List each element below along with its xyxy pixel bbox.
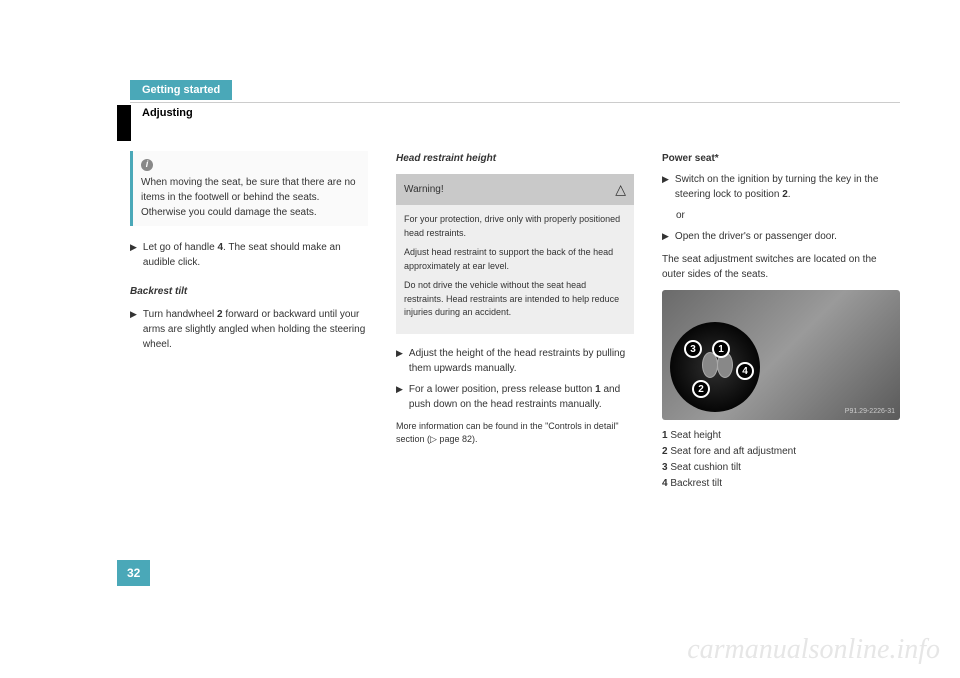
text-part: Turn handwheel <box>143 309 217 320</box>
column-1: i When moving the seat, be sure that the… <box>130 151 368 492</box>
bullet-text: Open the driver's or passenger door. <box>675 229 837 244</box>
legend-num: 4 <box>662 478 668 489</box>
column-2: Head restraint height Warning! △ For you… <box>396 151 634 492</box>
seat-image: 3 1 2 4 P91.29-2226-31 <box>662 290 900 420</box>
legend-text: Seat fore and aft adjustment <box>670 446 796 457</box>
power-seat-title: Power seat* <box>662 151 900 166</box>
legend-num: 3 <box>662 462 668 473</box>
bullet-item: ▶ For a lower position, press release bu… <box>396 382 634 412</box>
callout-3: 3 <box>684 340 702 358</box>
warning-icon: △ <box>615 179 626 200</box>
callout-1: 1 <box>712 340 730 358</box>
image-code: P91.29-2226-31 <box>845 407 895 418</box>
bullet-icon: ▶ <box>662 230 669 244</box>
warning-p3: Do not drive the vehicle without the sea… <box>404 279 626 320</box>
subheading: Backrest tilt <box>130 284 368 299</box>
bullet-text: Switch on the ignition by turning the ke… <box>675 172 900 202</box>
info-callout: i When moving the seat, be sure that the… <box>130 151 368 226</box>
legend-text: Seat cushion tilt <box>670 462 741 473</box>
page-number: 32 <box>117 560 150 586</box>
or-text: or <box>676 208 900 223</box>
text-part: Switch on the ignition by turning the ke… <box>675 174 878 200</box>
text-part: Let go of handle <box>143 242 218 253</box>
legend-text: Seat height <box>670 430 721 441</box>
section-title: Getting started <box>130 80 232 100</box>
legend-row: 1 Seat height <box>662 428 900 444</box>
bullet-item: ▶ Switch on the ignition by turning the … <box>662 172 900 202</box>
legend-row: 4 Backrest tilt <box>662 476 900 492</box>
body-text: The seat adjustment switches are located… <box>662 252 900 282</box>
bullet-item: ▶ Let go of handle 4. The seat should ma… <box>130 240 368 270</box>
bullet-icon: ▶ <box>396 383 403 412</box>
bullet-item: ▶ Adjust the height of the head restrain… <box>396 346 634 376</box>
warning-body: For your protection, drive only with pro… <box>396 205 634 334</box>
bullet-icon: ▶ <box>130 308 137 352</box>
callout-4: 4 <box>736 362 754 380</box>
bullet-text: Let go of handle 4. The seat should make… <box>143 240 368 270</box>
content-columns: i When moving the seat, be sure that the… <box>130 151 900 492</box>
warning-box: Warning! △ For your protection, drive on… <box>396 174 634 334</box>
warning-header: Warning! △ <box>396 174 634 205</box>
bullet-text: For a lower position, press release butt… <box>409 382 634 412</box>
bullet-text: Turn handwheel 2 forward or backward unt… <box>143 307 368 352</box>
text-part: . <box>788 189 791 200</box>
header-block: Getting started Adjusting <box>130 80 900 123</box>
section-subtitle: Adjusting <box>130 102 900 123</box>
legend-num: 1 <box>662 430 668 441</box>
subheading: Head restraint height <box>396 151 634 166</box>
bullet-item: ▶ Turn handwheel 2 forward or backward u… <box>130 307 368 352</box>
bullet-item: ▶ Open the driver's or passenger door. <box>662 229 900 244</box>
seat-control-zoom: 3 1 2 4 <box>670 322 760 412</box>
column-3: Power seat* ▶ Switch on the ignition by … <box>662 151 900 492</box>
legend-num: 2 <box>662 446 668 457</box>
page-container: Getting started Adjusting i When moving … <box>0 0 960 532</box>
bullet-icon: ▶ <box>130 241 137 270</box>
warning-p1: For your protection, drive only with pro… <box>404 213 626 240</box>
legend-row: 2 Seat fore and aft adjustment <box>662 444 900 460</box>
legend: 1 Seat height 2 Seat fore and aft adjust… <box>662 428 900 492</box>
legend-row: 3 Seat cushion tilt <box>662 460 900 476</box>
info-icon: i <box>141 159 153 171</box>
watermark: carmanualsonline.info <box>687 634 940 666</box>
legend-text: Backrest tilt <box>670 478 722 489</box>
warning-title: Warning! <box>404 182 444 197</box>
bullet-icon: ▶ <box>662 173 669 202</box>
bullet-text: Adjust the height of the head restraints… <box>409 346 634 376</box>
bullet-icon: ▶ <box>396 347 403 376</box>
reference-text: More information can be found in the "Co… <box>396 420 634 447</box>
callout-2: 2 <box>692 380 710 398</box>
info-text: When moving the seat, be sure that there… <box>141 175 360 220</box>
warning-p2: Adjust head restraint to support the bac… <box>404 246 626 273</box>
text-part: For a lower position, press release butt… <box>409 384 595 395</box>
side-black-tab <box>117 105 131 141</box>
